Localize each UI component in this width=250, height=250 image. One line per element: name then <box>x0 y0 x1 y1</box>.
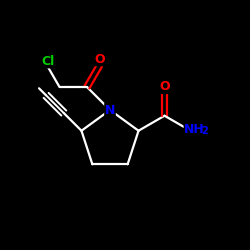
Text: 2: 2 <box>201 126 208 136</box>
Text: Cl: Cl <box>42 55 55 68</box>
Text: NH: NH <box>184 123 205 136</box>
Text: N: N <box>105 104 115 117</box>
Text: O: O <box>159 80 170 94</box>
Text: O: O <box>94 52 105 66</box>
